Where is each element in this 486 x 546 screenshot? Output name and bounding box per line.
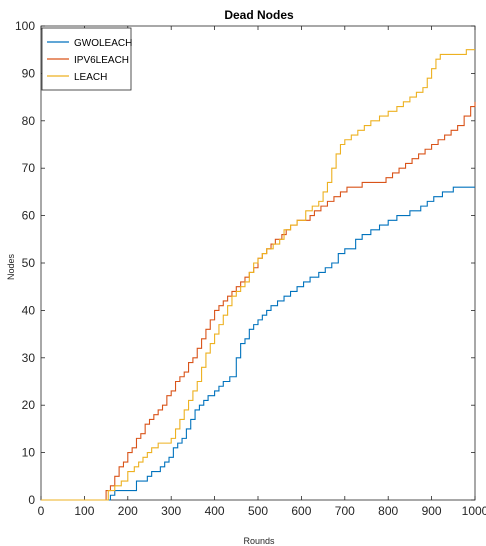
y-tick-label: 60 (22, 209, 36, 223)
y-tick-label: 50 (22, 256, 36, 270)
legend-label: IPV6LEACH (74, 55, 129, 66)
y-tick-label: 100 (15, 19, 35, 33)
y-axis: 0 10 20 30 40 50 60 70 80 90 100 (15, 19, 475, 507)
x-tick-label: 700 (335, 504, 355, 518)
x-tick-label: 900 (422, 504, 442, 518)
x-tick-label: 200 (118, 504, 138, 518)
chart-title: Dead Nodes (224, 8, 294, 22)
y-tick-label: 70 (22, 161, 36, 175)
x-tick-label: 500 (248, 504, 268, 518)
x-tick-label: 600 (291, 504, 311, 518)
x-axis: 0 100 200 300 400 500 600 700 800 900 1000 (38, 26, 486, 518)
y-tick-label: 90 (22, 66, 36, 80)
y-tick-label: 0 (28, 493, 35, 507)
series-line-gwoleach (41, 186, 475, 501)
y-tick-label: 40 (22, 303, 36, 317)
x-tick-label: 400 (205, 504, 225, 518)
legend: GWOLEACH IPV6LEACH LEACH (41, 27, 132, 91)
x-tick-label: 300 (161, 504, 181, 518)
y-tick-label: 30 (22, 351, 36, 365)
y-tick-label: 80 (22, 114, 36, 128)
x-tick-label: 800 (378, 504, 398, 518)
x-tick-label: 100 (74, 504, 94, 518)
legend-label: LEACH (74, 72, 107, 83)
legend-label: GWOLEACH (74, 38, 132, 49)
series-layer (41, 49, 476, 501)
x-tick-label: 0 (38, 504, 45, 518)
y-tick-label: 10 (22, 446, 36, 460)
x-tick-label: 1000 (462, 504, 486, 518)
x-axis-title: Rounds (243, 536, 275, 546)
series-line-leach (41, 49, 475, 501)
y-tick-label: 20 (22, 398, 36, 412)
y-axis-title: Nodes (6, 253, 16, 280)
